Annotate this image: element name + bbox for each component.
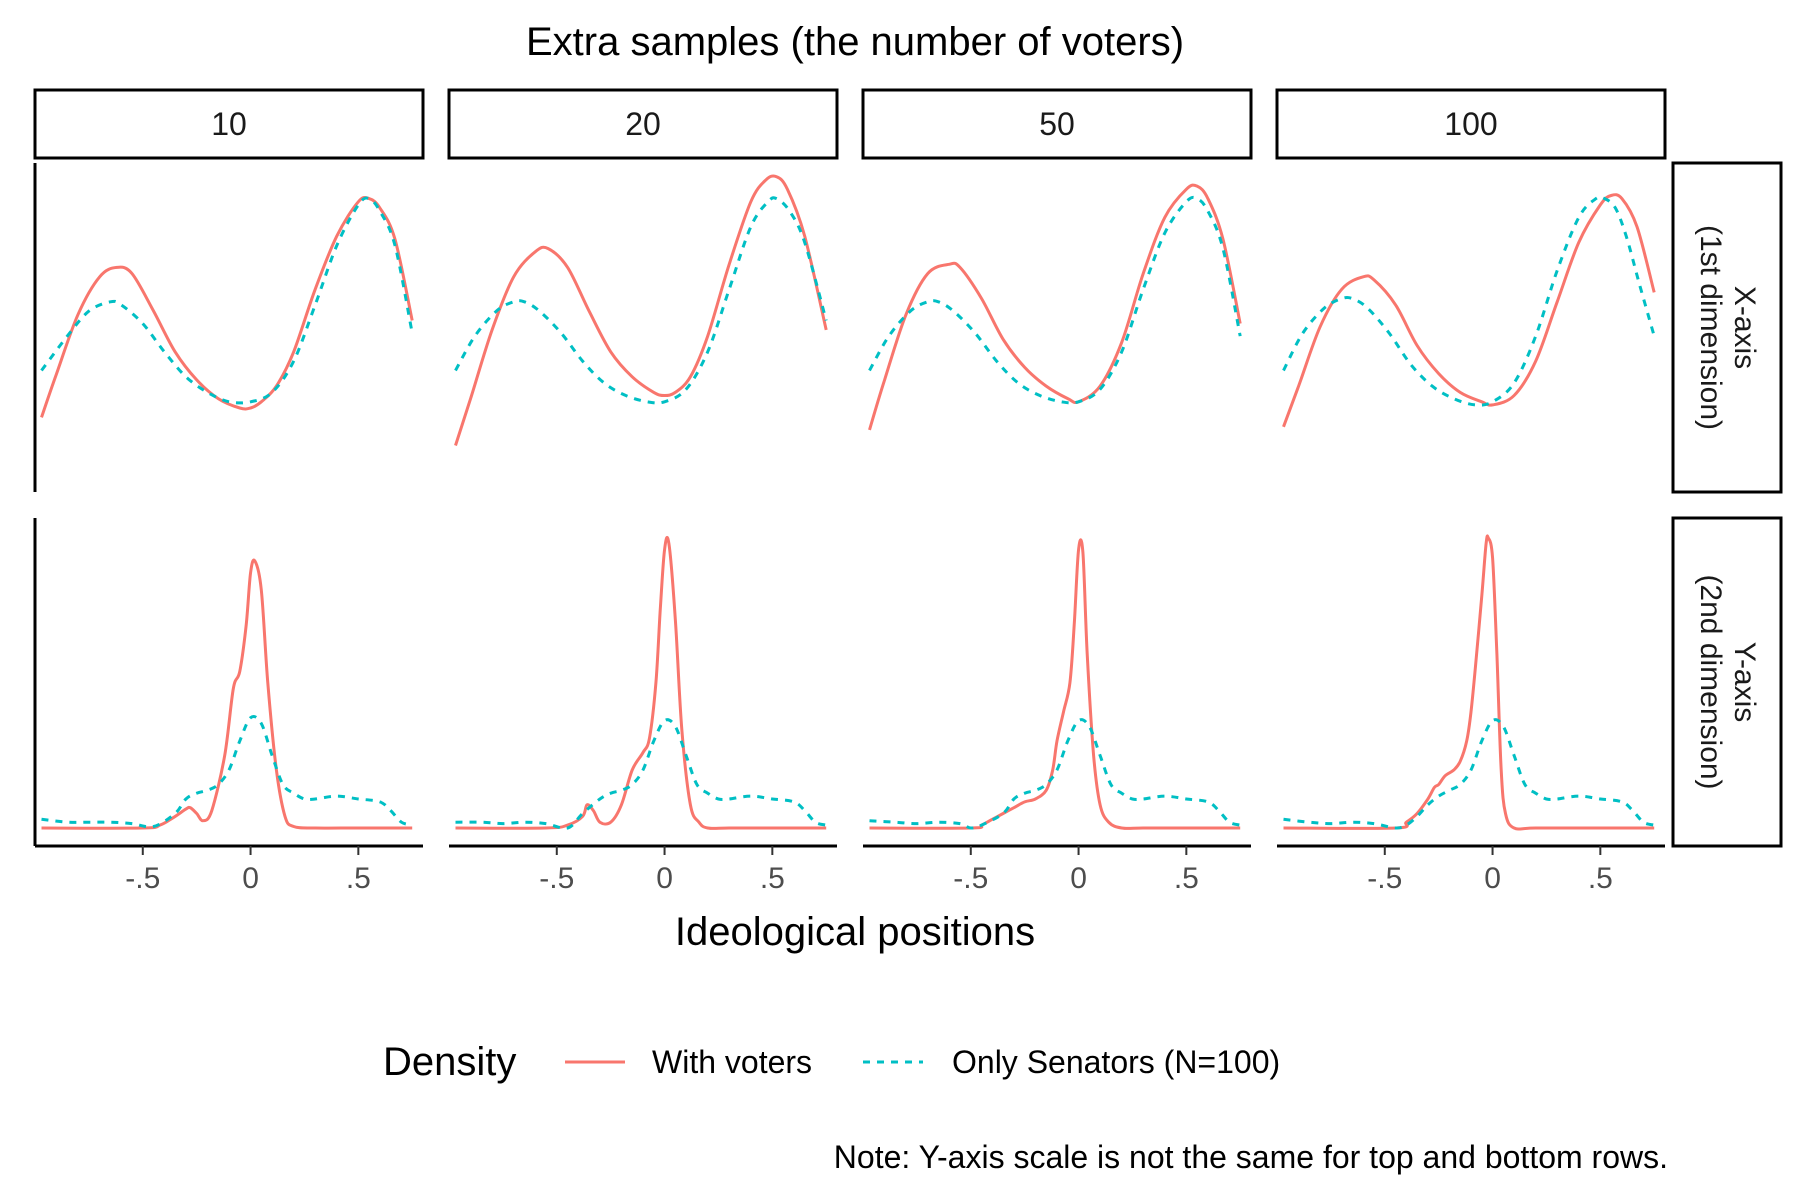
x-axis: -.5 0 .5 [35, 844, 423, 895]
strip-box [1671, 161, 1783, 494]
column-facet-strips: 10 20 50 100 [33, 88, 1667, 160]
x-axis: -.5 0 .5 [1277, 844, 1665, 895]
facet-panel [868, 183, 1242, 431]
row-facet-strip: X-axis(1st dimension) [1671, 161, 1783, 494]
facet-panel [33, 518, 413, 846]
series-line-with-voters [868, 183, 1242, 431]
row-facet-label: Y-axis(2nd dimension) [1694, 574, 1761, 789]
x-tick-label: -.5 [125, 862, 160, 895]
strip-box [1275, 88, 1667, 160]
x-tick-label: 0 [656, 862, 673, 895]
x-tick-label: .5 [346, 862, 371, 895]
series-line-only-senators [454, 196, 828, 405]
column-facet-strip: 10 [33, 88, 425, 160]
series-line-only-senators [869, 718, 1241, 830]
facet-panel [1282, 193, 1656, 428]
facet-panel [33, 163, 414, 492]
x-tick-label: 0 [1484, 862, 1501, 895]
facet-panel [1283, 534, 1655, 831]
column-facet-strip: 50 [861, 88, 1253, 160]
series-line-with-voters [454, 174, 828, 446]
series-line-with-voters [869, 538, 1241, 830]
x-axes: -.5 0 .5 -.5 0 .5 -.5 0 .5 -.5 0 .5 [35, 844, 1665, 895]
facet-panel [869, 538, 1241, 830]
facet-panels [33, 163, 1656, 846]
x-tick-label: 0 [242, 862, 259, 895]
x-tick-label: -.5 [953, 862, 988, 895]
strip-box [33, 88, 425, 160]
series-line-with-voters [41, 558, 413, 830]
x-axis-label: Ideological positions [675, 910, 1035, 954]
legend-label-with-voters: With voters [652, 1044, 812, 1080]
row-facet-strips: X-axis(1st dimension) Y-axis(2nd dimensio… [1671, 161, 1783, 848]
row-facet-label: X-axis(1st dimension) [1694, 225, 1761, 430]
chart-caption: Note: Y-axis scale is not the same for t… [834, 1139, 1668, 1175]
series-line-with-voters [1283, 534, 1655, 831]
x-tick-label: -.5 [1367, 862, 1402, 895]
legend-label-only-senators: Only Senators (N=100) [952, 1044, 1280, 1080]
x-axis: -.5 0 .5 [863, 844, 1251, 895]
column-facet-label: 50 [1039, 106, 1075, 142]
series-line-only-senators [1282, 195, 1656, 407]
series-line-only-senators [40, 196, 414, 405]
x-tick-label: .5 [1588, 862, 1613, 895]
strip-box [1671, 516, 1783, 848]
x-tick-label: .5 [1174, 862, 1199, 895]
column-facet-label: 10 [211, 106, 247, 142]
series-line-only-senators [1283, 718, 1655, 830]
legend-title: Density [383, 1040, 516, 1084]
series-line-with-voters [455, 535, 827, 830]
row-facet-strip: Y-axis(2nd dimension) [1671, 516, 1783, 848]
column-facet-strip: 100 [1275, 88, 1667, 160]
column-facet-label: 100 [1444, 106, 1497, 142]
legend: Density With voters Only Senators (N=100… [383, 1040, 1280, 1084]
x-tick-label: 0 [1070, 862, 1087, 895]
facet-panel [454, 174, 828, 446]
x-axis: -.5 0 .5 [449, 844, 837, 895]
strip-box [861, 88, 1253, 160]
column-facet-label: 20 [625, 106, 661, 142]
series-line-only-senators [455, 718, 827, 830]
strip-box [447, 88, 839, 160]
x-tick-label: -.5 [539, 862, 574, 895]
series-line-only-senators [868, 195, 1242, 405]
x-tick-label: .5 [760, 862, 785, 895]
series-line-only-senators [41, 715, 413, 829]
column-facet-strip: 20 [447, 88, 839, 160]
facet-panel [455, 535, 827, 830]
series-line-with-voters [1282, 193, 1656, 428]
chart-title: Extra samples (the number of voters) [526, 20, 1184, 64]
